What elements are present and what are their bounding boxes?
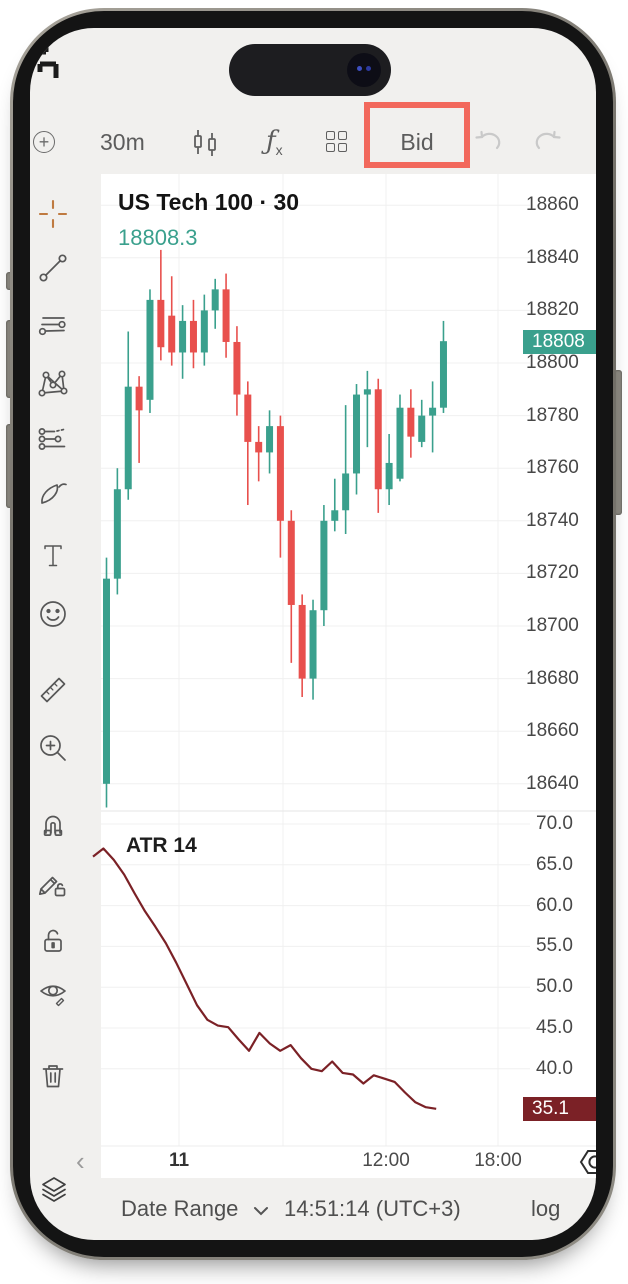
phone-frame: US Tech 100 + 30m [10,8,616,1260]
tool-parallel-channel[interactable] [37,310,69,342]
chevron-down-icon [253,1207,268,1216]
tool-crosshair[interactable] [37,198,69,230]
price-tick[interactable]: 18640 [526,772,579,794]
chart-style-button[interactable] [192,128,218,158]
price-badge: 18808 [523,330,596,354]
chevron-left-icon[interactable]: ‹ [76,1146,85,1176]
parallel-channel-icon [38,317,66,336]
tool-magnet[interactable] [37,810,69,842]
price-tick[interactable]: 18860 [526,194,579,216]
indicators-button[interactable]: ƒx [266,126,283,158]
tool-xabcd-pattern[interactable] [37,368,69,400]
price-tick[interactable]: 18700 [526,615,579,636]
add-symbol-button[interactable]: + [33,131,55,153]
power-button [614,370,622,515]
price-tick[interactable]: 18720 [526,562,579,584]
screen: US Tech 100 + 30m [30,28,596,1240]
timeframe-button[interactable]: 30m [100,129,145,155]
candles-style-icon [194,130,216,156]
price-tick[interactable]: 18800 [526,352,579,373]
atr-tick[interactable]: 60.0 [536,894,573,916]
atr-badge: 35.1 [523,1097,596,1121]
time-tick[interactable]: 11 [168,1150,190,1171]
settings-hex-icon [579,1150,596,1174]
magnet-icon [43,815,63,836]
redo-button[interactable] [534,130,562,154]
atr-tick[interactable]: 45.0 [536,1017,573,1038]
crosshair-icon [38,199,68,229]
zoom-in-icon [40,735,66,761]
tool-forecast[interactable] [37,423,69,455]
layers-icon[interactable] [38,1174,70,1208]
atr-tick[interactable]: 55.0 [536,935,573,957]
tool-brush[interactable] [37,477,69,509]
bid-highlight-annotation [364,102,470,168]
fx-icon: ƒx [266,126,283,159]
price-tick[interactable]: 18780 [526,404,579,426]
tool-remove-drawings[interactable] [37,1060,69,1092]
last-price-label: 18808.3 [118,225,198,250]
emoji-icon [40,601,66,627]
tool-emoji[interactable] [37,598,69,630]
dynamic-island [229,44,391,96]
time-tick[interactable]: 12:00 [362,1150,410,1171]
tool-hide-drawings[interactable] [37,978,69,1010]
price-tick[interactable]: 18740 [526,509,579,531]
plus-icon: + [38,132,50,152]
trash-icon [42,1065,64,1088]
tool-lock[interactable] [37,925,69,957]
price-tick[interactable]: 18820 [526,299,579,321]
eye-icon [40,985,66,1007]
price-tick[interactable]: 18680 [526,667,579,689]
log-scale-toggle[interactable]: log [531,1196,561,1221]
ruler-icon [40,677,66,703]
undo-button[interactable] [474,130,502,154]
xabcd-pattern-icon [38,370,68,397]
atr-tick[interactable]: 40.0 [536,1057,573,1079]
brush-icon [41,483,67,504]
redo-icon [535,130,561,150]
time-tick[interactable]: 18:00 [474,1150,522,1171]
clipped-glyph [30,42,59,78]
phone-bezel: US Tech 100 + 30m [13,11,613,1257]
tool-trend-line[interactable] [37,252,69,284]
tool-drawing-lock[interactable] [37,868,69,900]
chart-settings-button[interactable] [579,1148,596,1176]
front-camera [347,53,381,87]
atr-tick[interactable]: 50.0 [536,976,573,998]
undo-icon [475,130,501,150]
symbol-title: US Tech 100 · 30 [118,189,300,215]
bottom-bar: Date Range 14:51:14 (UTC+3) log [30,1177,596,1240]
text-icon [44,545,62,567]
forecast-icon [38,428,66,450]
top-toolbar: + 30m ƒx Bid [30,28,596,174]
price-tick[interactable]: 18760 [526,457,579,479]
date-range-button[interactable]: Date Range [121,1196,269,1222]
bid-ask-toggle[interactable]: Bid [400,129,434,155]
clock-label[interactable]: 14:51:14 (UTC+3) [284,1196,461,1221]
atr-tick[interactable]: 65.0 [536,853,573,875]
tool-zoom-in[interactable] [37,732,69,764]
pencil-lock-icon [38,876,66,897]
price-tick[interactable]: 18660 [526,720,579,742]
tool-ruler[interactable] [37,674,69,706]
price-tick[interactable]: 18840 [526,246,579,268]
trend-line-icon [39,254,67,282]
tool-text[interactable] [37,540,69,572]
lock-icon [44,929,62,952]
layout-button[interactable] [326,131,348,153]
chart-plot-area[interactable] [101,174,521,1146]
indicator-title[interactable]: ATR 14 [126,834,197,857]
atr-tick[interactable]: 70.0 [536,813,573,834]
